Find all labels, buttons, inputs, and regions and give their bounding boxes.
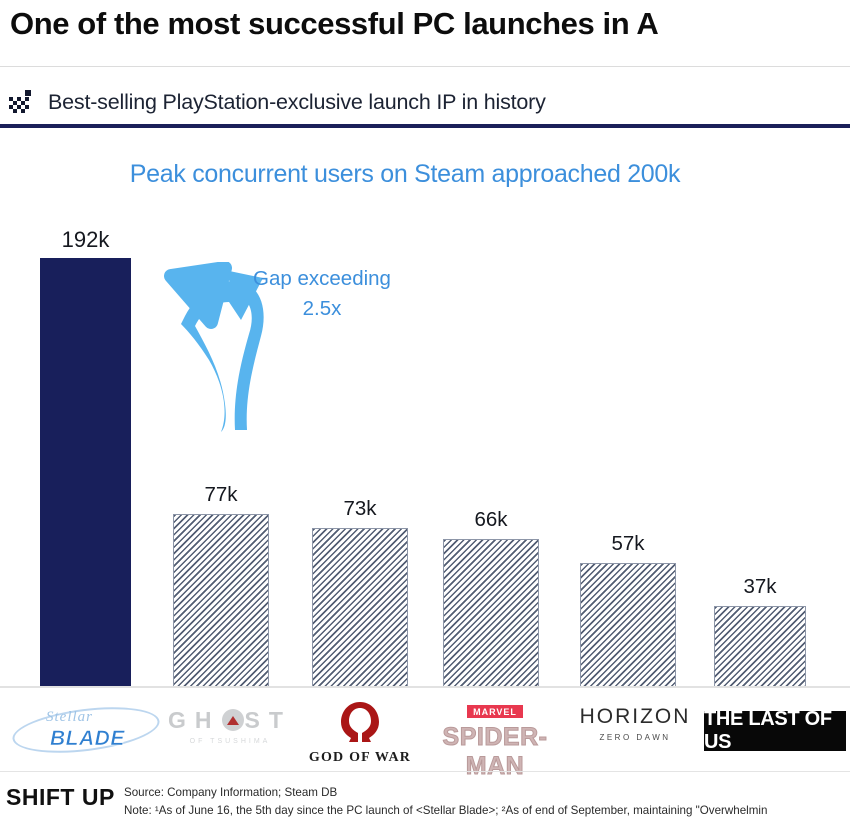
chart-title: Peak concurrent users on Steam approache…	[129, 160, 681, 188]
page-title: One of the most successful PC launches i…	[10, 6, 659, 41]
bar-spider-man	[443, 539, 539, 687]
omega-icon	[341, 702, 379, 742]
ghost-word-a: GH	[168, 707, 221, 733]
bar-stellar-blade	[40, 258, 131, 687]
bar-value-label: 192k	[61, 227, 110, 252]
god-of-war-wordmark: GOD OF WAR	[308, 750, 412, 765]
bar-last-of-us	[714, 606, 806, 687]
stellar-blade-top-word: Stellar	[46, 709, 93, 725]
footnote-note: Note: ¹As of June 16, the 5th day since …	[124, 803, 768, 817]
gap-callout-line2: 2.5x	[302, 296, 342, 320]
stellar-blade-bottom-word: BLADE	[50, 727, 125, 751]
horizon-subtitle: ZERO DAWN	[599, 733, 671, 742]
header-divider-navy	[0, 124, 850, 128]
logo-cell-spider-man: MARVEL SPIDER-MAN	[420, 692, 570, 781]
logo-cell-god-of-war: GOD OF WAR	[300, 692, 420, 770]
shift-up-brand: SHIFT UP	[0, 784, 115, 811]
checkered-flag-icon	[9, 90, 31, 113]
logo-cell-horizon: HORIZON ZERO DAWN	[565, 692, 705, 770]
ghost-torii-o-icon	[221, 709, 244, 731]
shift-up-wordmark: SHIFT UP	[6, 784, 115, 810]
footnotes: Source: Company Information; Steam DB No…	[124, 784, 850, 820]
marvel-badge: MARVEL	[467, 705, 523, 718]
spider-man-wordmark: SPIDER-MAN	[442, 723, 548, 781]
footer-divider	[0, 771, 850, 772]
curved-arrow-up-left-icon	[164, 262, 264, 432]
subheader-row: Best-selling PlayStation-exclusive launc…	[8, 82, 850, 122]
ghost-of-tsushima-logo: GH ST OF TSUSHIMA	[155, 707, 305, 755]
gap-callout-line1: Gap exceeding	[253, 267, 391, 290]
horizon-logo: HORIZON ZERO DAWN	[565, 705, 705, 757]
ghost-subtitle: OF TSUSHIMA	[189, 738, 271, 745]
header-divider-light	[0, 66, 850, 67]
bar-ghost-of-tsushima	[173, 514, 269, 687]
bar-value-label: 66k	[474, 508, 508, 531]
chart-baseline	[0, 686, 850, 688]
logo-cell-ghost-of-tsushima: GH ST OF TSUSHIMA	[155, 692, 305, 770]
logo-cell-stellar-blade: Stellar BLADE	[9, 692, 163, 770]
bar-value-label: 57k	[611, 532, 645, 555]
ghost-wordmark: GH ST	[155, 707, 305, 734]
stellar-blade-logo: Stellar BLADE	[9, 700, 163, 760]
bar-horizon	[580, 563, 676, 687]
bar-value-label: 73k	[343, 497, 377, 520]
last-of-us-logo: THE LAST OF US	[704, 708, 846, 753]
ghost-word-b: ST	[244, 707, 292, 733]
god-of-war-logo: GOD OF WAR	[300, 699, 420, 765]
gap-callout-text: Gap exceeding 2.5x	[222, 264, 422, 323]
spider-man-logo: MARVEL SPIDER-MAN	[420, 702, 570, 781]
bar-god-of-war	[312, 528, 408, 687]
horizon-wordmark: HORIZON	[579, 705, 691, 728]
footnote-source: Source: Company Information; Steam DB	[124, 786, 338, 799]
bar-value-label: 37k	[743, 575, 777, 598]
subheader-text: Best-selling PlayStation-exclusive launc…	[48, 89, 546, 114]
logo-cell-last-of-us: THE LAST OF US	[700, 692, 850, 770]
bar-chart-plot: 192k 77k 73k 66k 57k 37k	[0, 215, 850, 687]
game-logos-row: Stellar BLADE GH ST OF TSUSHIMA GOD OF WA…	[0, 692, 850, 781]
bar-value-label: 77k	[204, 483, 238, 506]
